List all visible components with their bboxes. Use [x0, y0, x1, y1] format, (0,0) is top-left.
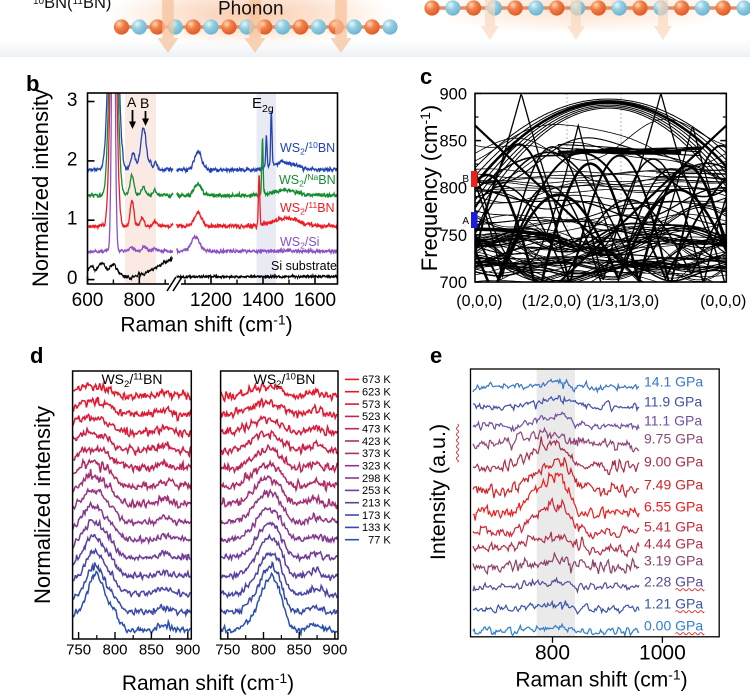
svg-text:800: 800 [123, 290, 155, 311]
svg-text:5.41 GPa: 5.41 GPa [644, 519, 703, 535]
svg-text:800: 800 [439, 180, 467, 198]
svg-text:WS2/11BN: WS2/11BN [280, 200, 335, 217]
svg-text:WS2/NaBN: WS2/NaBN [279, 172, 336, 189]
svg-text:900: 900 [322, 642, 347, 659]
svg-text:A: A [462, 216, 469, 227]
svg-text:Raman shift (cm-1): Raman shift (cm-1) [120, 312, 292, 337]
svg-text:800: 800 [251, 642, 276, 659]
svg-text:600: 600 [72, 290, 104, 311]
svg-text:800: 800 [535, 641, 570, 664]
svg-text:7.49 GPa: 7.49 GPa [644, 477, 703, 493]
svg-text:WS2/10BN: WS2/10BN [254, 371, 316, 390]
svg-text:B: B [462, 174, 469, 185]
svg-text:Phonon: Phonon [218, 0, 284, 20]
svg-text:11.9 GPa: 11.9 GPa [644, 394, 702, 410]
svg-text:b: b [26, 71, 39, 96]
svg-text:11.1 GPa: 11.1 GPa [644, 413, 702, 429]
svg-text:323 K: 323 K [362, 461, 391, 473]
svg-text:423 K: 423 K [362, 436, 391, 448]
svg-text:6.55 GPa: 6.55 GPa [644, 499, 703, 515]
svg-text:Si substrate: Si substrate [271, 259, 337, 273]
svg-text:Normalized intensity: Normalized intensity [28, 89, 53, 287]
svg-text:(0,0,0): (0,0,0) [456, 293, 502, 310]
svg-text:9.75 GPa: 9.75 GPa [644, 431, 703, 447]
svg-text:Raman shift (cm-1): Raman shift (cm-1) [122, 670, 294, 695]
svg-text:750: 750 [66, 642, 91, 659]
svg-text:750: 750 [215, 642, 240, 659]
svg-text:d: d [30, 343, 43, 368]
svg-text:e: e [430, 343, 442, 368]
svg-text:B: B [140, 95, 149, 111]
svg-text:4.44 GPa: 4.44 GPa [644, 536, 703, 552]
svg-text:573 K: 573 K [362, 399, 391, 411]
svg-text:(0,0,0): (0,0,0) [700, 293, 746, 310]
svg-text:850: 850 [287, 642, 312, 659]
svg-text:750: 750 [439, 227, 467, 245]
svg-text:2: 2 [67, 149, 78, 170]
svg-text:WS2/10BN: WS2/10BN [280, 140, 335, 157]
svg-text:700: 700 [439, 274, 467, 292]
svg-text:133 K: 133 K [362, 522, 391, 534]
svg-text:298 K: 298 K [362, 473, 391, 485]
svg-text:900: 900 [439, 85, 467, 103]
svg-text:Raman shift (cm-1): Raman shift (cm-1) [515, 667, 687, 692]
svg-text:(1/3,1/3,0): (1/3,1/3,0) [586, 293, 659, 310]
svg-text:373 K: 373 K [362, 448, 391, 460]
svg-text:213 K: 213 K [362, 498, 391, 510]
svg-text:10BN(11BN): 10BN(11BN) [33, 0, 111, 12]
svg-text:473 K: 473 K [362, 424, 391, 436]
svg-text:0.00 GPa: 0.00 GPa [644, 618, 703, 634]
svg-text:1400: 1400 [242, 290, 284, 311]
svg-text:9.00 GPa: 9.00 GPa [644, 454, 703, 470]
svg-text:1: 1 [67, 209, 78, 230]
svg-text:Normalized intensity: Normalized intensity [30, 406, 55, 604]
svg-text:c: c [420, 64, 432, 89]
svg-text:(1/2,0,0): (1/2,0,0) [522, 293, 582, 310]
svg-text:0: 0 [67, 268, 78, 289]
svg-text:3: 3 [67, 90, 78, 111]
svg-text:WS2/11BN: WS2/11BN [101, 371, 162, 390]
svg-text:3.19 GPa: 3.19 GPa [644, 553, 703, 569]
svg-text:14.1 GPa: 14.1 GPa [644, 374, 703, 390]
svg-text:Frequency (cm-1): Frequency (cm-1) [417, 105, 442, 272]
svg-text:1.21 GPa: 1.21 GPa [644, 596, 703, 612]
svg-text:523 K: 523 K [362, 411, 391, 423]
svg-text:623 K: 623 K [362, 387, 391, 399]
svg-text:77 K: 77 K [362, 535, 391, 547]
svg-text:173 K: 173 K [362, 510, 391, 522]
svg-text:A: A [127, 94, 137, 110]
svg-text:850: 850 [139, 642, 164, 659]
svg-text:Intensity (a.u.): Intensity (a.u.) [426, 424, 450, 560]
svg-text:2.28 GPa: 2.28 GPa [644, 574, 703, 590]
svg-text:1600: 1600 [294, 290, 336, 311]
svg-text:253 K: 253 K [362, 485, 391, 497]
svg-text:800: 800 [102, 642, 127, 659]
svg-text:1000: 1000 [639, 641, 686, 664]
svg-text:673 K: 673 K [362, 374, 391, 386]
svg-text:900: 900 [175, 642, 200, 659]
svg-text:WS2/Si: WS2/Si [280, 235, 319, 251]
svg-text:850: 850 [439, 133, 467, 151]
svg-text:1200: 1200 [190, 290, 232, 311]
